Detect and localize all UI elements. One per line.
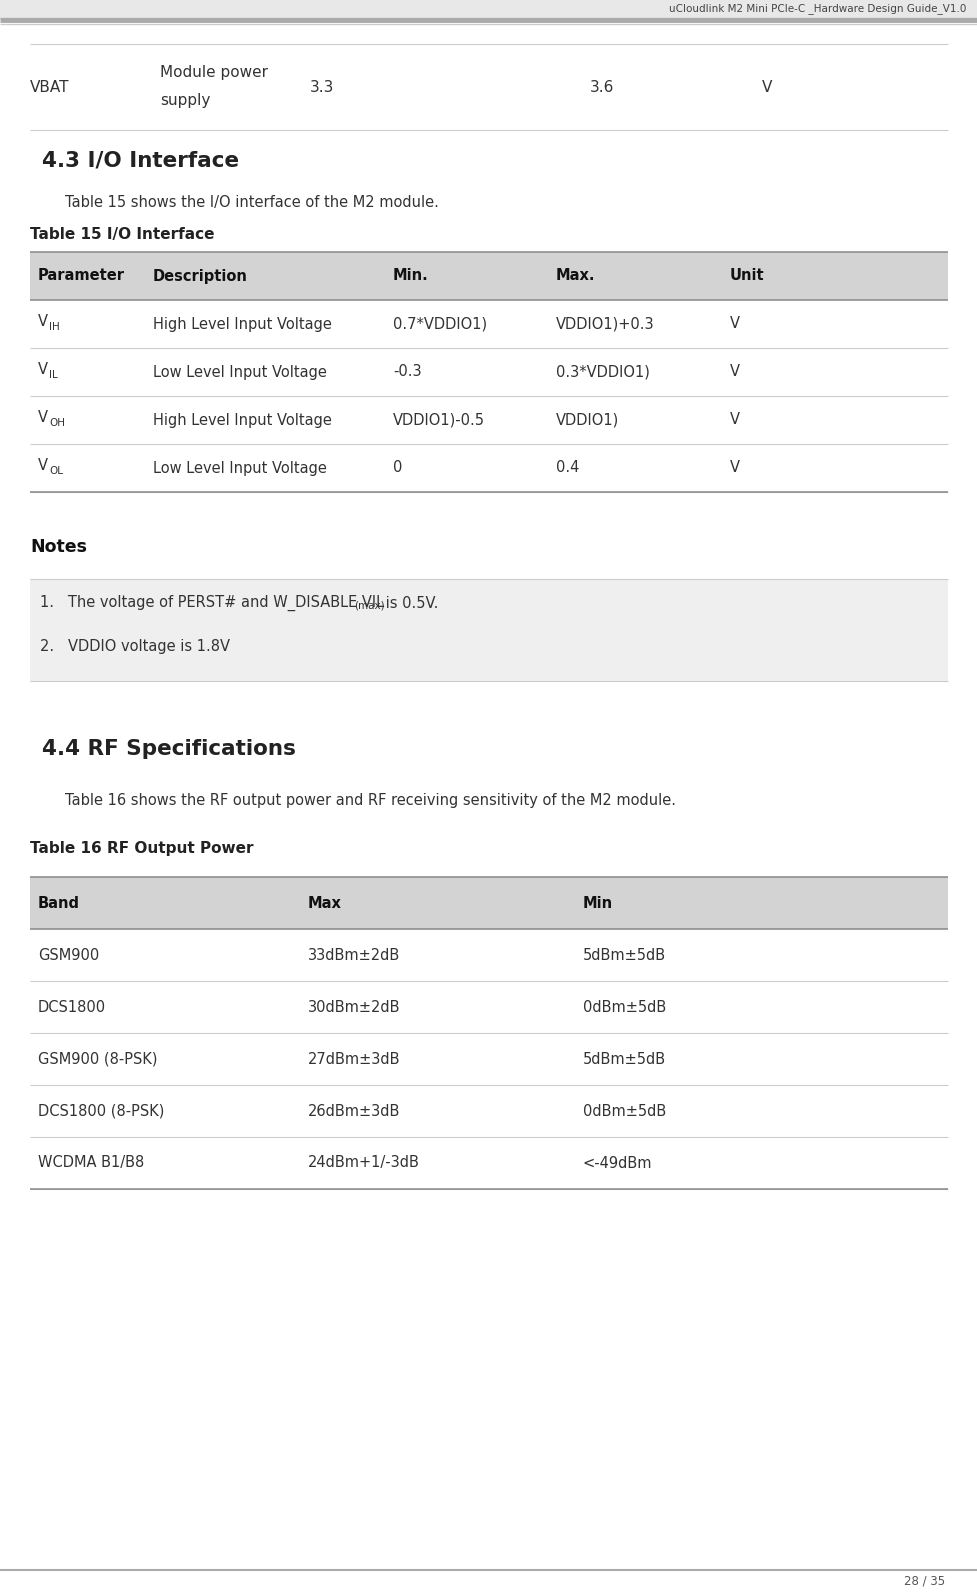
Text: V: V (38, 315, 48, 330)
Text: Low Level Input Voltage: Low Level Input Voltage (152, 460, 326, 476)
Text: supply: supply (160, 94, 210, 108)
Text: 0dBm±5dB: 0dBm±5dB (582, 1103, 665, 1119)
Bar (30, 252, 947, 299)
Text: 27dBm±3dB: 27dBm±3dB (308, 1051, 401, 1067)
Text: Unit: Unit (729, 269, 764, 283)
Bar (30, 1033, 947, 1086)
Text: (max): (max) (355, 602, 385, 611)
Text: V: V (729, 460, 740, 476)
Text: 3.6: 3.6 (589, 80, 614, 94)
Bar (30, 579, 947, 681)
Text: Min: Min (582, 895, 613, 911)
Text: is 0.5V.: is 0.5V. (380, 595, 438, 610)
Text: VBAT: VBAT (30, 80, 69, 94)
Text: Module power: Module power (160, 65, 268, 81)
Text: DCS1800: DCS1800 (38, 1000, 106, 1014)
Text: 33dBm±2dB: 33dBm±2dB (308, 947, 400, 963)
Text: 4.3 I/O Interface: 4.3 I/O Interface (42, 150, 239, 170)
Text: Table 15 shows the I/O interface of the M2 module.: Table 15 shows the I/O interface of the … (64, 194, 439, 210)
Bar (30, 299, 947, 349)
Text: V: V (729, 365, 740, 379)
Text: Parameter: Parameter (38, 269, 125, 283)
Bar (0, 0, 977, 18)
Text: OL: OL (49, 466, 63, 476)
Text: 0.3*VDDIO1): 0.3*VDDIO1) (556, 365, 649, 379)
Text: VDDIO1)+0.3: VDDIO1)+0.3 (556, 317, 654, 331)
Text: 0.7*VDDIO1): 0.7*VDDIO1) (393, 317, 487, 331)
Text: uCloudlink M2 Mini PCIe-C _Hardware Design Guide_V1.0: uCloudlink M2 Mini PCIe-C _Hardware Desi… (668, 3, 965, 14)
Text: 5dBm±5dB: 5dBm±5dB (582, 1051, 665, 1067)
Bar (30, 930, 947, 981)
Bar (30, 1086, 947, 1137)
Bar (30, 444, 947, 492)
Text: IH: IH (49, 322, 60, 333)
Text: 1.   The voltage of PERST# and W_DISABLE VIL: 1. The voltage of PERST# and W_DISABLE V… (40, 595, 384, 611)
Text: V: V (38, 458, 48, 473)
Text: 5dBm±5dB: 5dBm±5dB (582, 947, 665, 963)
Text: WCDMA B1/B8: WCDMA B1/B8 (38, 1156, 144, 1170)
Text: 30dBm±2dB: 30dBm±2dB (308, 1000, 401, 1014)
Text: Table 16 RF Output Power: Table 16 RF Output Power (30, 842, 253, 856)
Text: V: V (729, 317, 740, 331)
Text: Band: Band (38, 895, 80, 911)
Text: -0.3: -0.3 (393, 365, 421, 379)
Text: Table 15 I/O Interface: Table 15 I/O Interface (30, 226, 214, 242)
Bar (30, 1137, 947, 1189)
Text: Max.: Max. (556, 269, 595, 283)
Text: High Level Input Voltage: High Level Input Voltage (152, 412, 331, 428)
Text: 24dBm+1/-3dB: 24dBm+1/-3dB (308, 1156, 419, 1170)
Text: <-49dBm: <-49dBm (582, 1156, 652, 1170)
Text: Description: Description (152, 269, 247, 283)
Text: DCS1800 (8-PSK): DCS1800 (8-PSK) (38, 1103, 164, 1119)
Text: V: V (761, 80, 772, 94)
Text: GSM900: GSM900 (38, 947, 99, 963)
Text: V: V (38, 411, 48, 425)
Text: 3.3: 3.3 (310, 80, 334, 94)
Text: 0dBm±5dB: 0dBm±5dB (582, 1000, 665, 1014)
Text: 0: 0 (393, 460, 402, 476)
Text: High Level Input Voltage: High Level Input Voltage (152, 317, 331, 331)
Text: Max: Max (308, 895, 342, 911)
Text: 26dBm±3dB: 26dBm±3dB (308, 1103, 400, 1119)
Text: VDDIO1)-0.5: VDDIO1)-0.5 (393, 412, 485, 428)
Text: VDDIO1): VDDIO1) (556, 412, 618, 428)
Text: Table 16 shows the RF output power and RF receiving sensitivity of the M2 module: Table 16 shows the RF output power and R… (64, 793, 675, 809)
Text: GSM900 (8-PSK): GSM900 (8-PSK) (38, 1051, 157, 1067)
Bar (30, 349, 947, 396)
Text: Min.: Min. (393, 269, 428, 283)
Text: OH: OH (49, 419, 64, 428)
Bar (30, 981, 947, 1033)
Text: Notes: Notes (30, 538, 87, 556)
Text: 2.   VDDIO voltage is 1.8V: 2. VDDIO voltage is 1.8V (40, 640, 230, 654)
Text: 4.4 RF Specifications: 4.4 RF Specifications (42, 739, 296, 759)
Text: Low Level Input Voltage: Low Level Input Voltage (152, 365, 326, 379)
Bar (30, 396, 947, 444)
Text: V: V (729, 412, 740, 428)
Text: IL: IL (49, 369, 58, 380)
Text: V: V (38, 363, 48, 377)
Text: 28 / 35: 28 / 35 (903, 1574, 944, 1587)
Text: 0.4: 0.4 (556, 460, 578, 476)
Bar (30, 877, 947, 930)
